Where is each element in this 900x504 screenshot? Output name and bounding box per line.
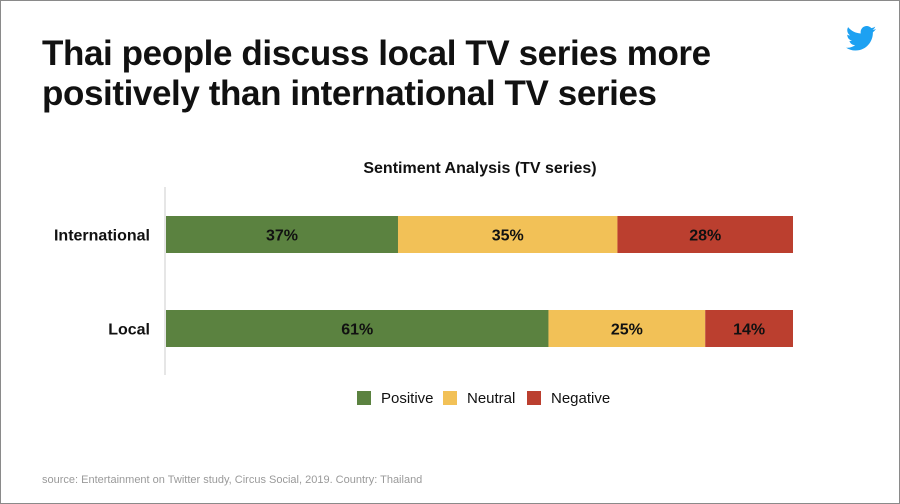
legend-label-neutral: Neutral (467, 390, 515, 407)
legend-label-negative: Negative (551, 390, 610, 407)
headline-line-1: Thai people discuss local TV series more (42, 34, 711, 73)
bar-segment-local-neutral (548, 310, 706, 347)
legend-swatch-positive (357, 391, 371, 405)
source-note: source: Entertainment on Twitter study, … (42, 474, 423, 486)
headline-line-2: positively than international TV series (42, 74, 657, 113)
twitter-bird-icon (846, 26, 876, 51)
legend-swatch-neutral (443, 391, 457, 405)
slide-headline: Thai people discuss local TV series more… (42, 34, 822, 114)
bar-segment-local-negative (705, 310, 793, 347)
data-label-international-positive: 37% (266, 228, 298, 245)
data-label-local-positive: 61% (341, 322, 373, 339)
bar-segment-international-negative (617, 216, 793, 253)
category-label-local: Local (108, 322, 150, 339)
data-label-international-negative: 28% (689, 228, 721, 245)
chart-title: Sentiment Analysis (TV series) (363, 160, 596, 177)
category-label-international: International (54, 228, 150, 245)
bar-segment-international-positive (166, 216, 398, 253)
legend-swatch-negative (527, 391, 541, 405)
data-label-local-neutral: 25% (611, 322, 643, 339)
data-label-international-neutral: 35% (492, 228, 524, 245)
legend-label-positive: Positive (381, 390, 434, 407)
bar-segment-local-positive (166, 310, 549, 347)
data-label-local-negative: 14% (733, 322, 765, 339)
bar-segment-international-neutral (397, 216, 618, 253)
